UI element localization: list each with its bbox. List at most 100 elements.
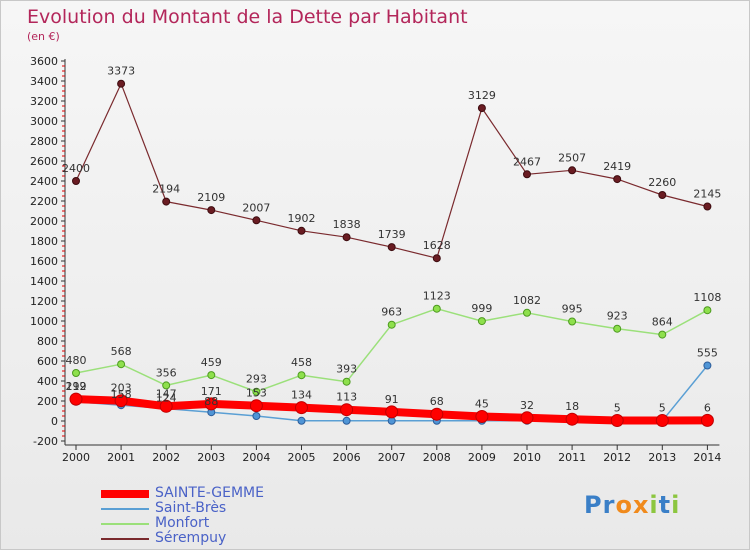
x-tick-label: 2003	[197, 451, 225, 464]
x-tick-label: 2012	[603, 451, 631, 464]
data-label-monfort: 458	[291, 356, 312, 369]
data-point-sainte-gemme	[475, 410, 489, 423]
legend-item-serempuy: Sérempuy	[101, 531, 264, 546]
legend-label: SAINTE-GEMME	[155, 485, 264, 501]
y-tick-label: 1600	[30, 255, 58, 268]
data-label-monfort: 1108	[693, 291, 721, 304]
data-point-serempuy	[568, 166, 577, 175]
data-point-serempuy	[477, 104, 486, 113]
data-point-sainte-gemme	[520, 411, 534, 425]
data-point-serempuy	[613, 175, 622, 184]
chart-subtitle: (en €)	[27, 30, 60, 43]
data-point-monfort	[703, 306, 712, 315]
data-point-sainte-gemme	[430, 407, 444, 421]
x-tick-label: 2011	[558, 451, 586, 464]
y-tick-label: 1800	[30, 235, 58, 248]
y-tick-label: 2600	[30, 155, 58, 168]
data-label-monfort: 393	[336, 363, 357, 376]
data-point-serempuy	[297, 226, 306, 235]
y-tick-label: 1400	[30, 275, 58, 288]
data-point-monfort	[523, 308, 531, 317]
data-label-serempuy: 2467	[513, 155, 541, 168]
data-label-monfort: 293	[246, 373, 267, 386]
data-label-saint-bres: 88	[204, 395, 218, 408]
data-label-serempuy: 3373	[107, 65, 135, 78]
data-point-sainte-gemme	[385, 405, 399, 419]
data-label-sainte-gemme: 171	[201, 385, 222, 398]
y-tick-label: 400	[37, 375, 58, 388]
data-label-serempuy: 1838	[333, 218, 361, 231]
x-tick-label: 2002	[152, 451, 180, 464]
data-point-sainte-gemme	[249, 399, 263, 413]
y-tick-label: 600	[37, 355, 58, 368]
data-point-monfort	[477, 317, 486, 326]
data-label-serempuy: 2400	[62, 162, 90, 175]
logo-letter: i	[649, 491, 659, 519]
data-point-serempuy	[207, 206, 216, 215]
x-tick-label: 2009	[468, 451, 496, 464]
data-point-sainte-gemme	[114, 394, 128, 408]
data-point-monfort	[387, 320, 396, 329]
data-point-serempuy	[342, 233, 351, 242]
data-label-monfort: 356	[156, 366, 177, 379]
y-tick-label: 2400	[30, 175, 58, 188]
data-label-monfort: 568	[111, 345, 132, 358]
data-point-monfort	[207, 371, 216, 380]
x-tick-label: 2006	[333, 451, 361, 464]
legend-swatch	[101, 489, 149, 498]
x-tick-label: 2005	[288, 451, 316, 464]
data-label-sainte-gemme: 5	[614, 402, 621, 415]
x-tick-label: 2004	[242, 451, 270, 464]
data-label-monfort: 963	[381, 306, 402, 319]
data-label-monfort: 1082	[513, 294, 541, 307]
data-point-serempuy	[162, 197, 171, 206]
data-label-serempuy: 2419	[603, 160, 631, 173]
x-tick-label: 2000	[62, 451, 90, 464]
data-label-monfort: 864	[652, 316, 673, 329]
y-tick-label: -200	[33, 435, 58, 448]
x-tick-label: 2010	[513, 451, 541, 464]
data-label-sainte-gemme: 153	[246, 387, 267, 400]
y-tick-label: 1000	[30, 315, 58, 328]
y-tick-label: 2800	[30, 135, 58, 148]
data-label-serempuy: 1902	[288, 212, 316, 225]
data-label-monfort: 999	[471, 302, 492, 315]
data-label-saint-bres: 555	[697, 347, 718, 360]
proxiti-logo: Proxiti	[584, 491, 680, 519]
logo-letter: x	[632, 491, 650, 519]
data-point-sainte-gemme	[565, 412, 579, 426]
data-point-serempuy	[117, 79, 126, 88]
data-label-monfort: 923	[607, 310, 628, 323]
y-tick-label: 3200	[30, 95, 58, 108]
logo-letter: P	[584, 491, 603, 519]
data-point-sainte-gemme	[340, 403, 354, 417]
x-tick-label: 2014	[693, 451, 721, 464]
data-point-monfort	[613, 324, 622, 333]
data-label-sainte-gemme: 219	[66, 380, 87, 393]
data-point-monfort	[162, 381, 171, 390]
legend-label: Sérempuy	[155, 530, 227, 546]
logo-letter: i	[671, 491, 681, 519]
data-point-serempuy	[72, 177, 80, 185]
data-label-sainte-gemme: 203	[111, 382, 132, 395]
data-point-serempuy	[252, 216, 261, 225]
data-label-sainte-gemme: 134	[291, 389, 312, 402]
data-label-serempuy: 2260	[648, 176, 676, 189]
data-point-monfort	[432, 304, 441, 313]
data-point-sainte-gemme	[655, 414, 669, 427]
x-tick-label: 2008	[423, 451, 451, 464]
data-label-monfort: 995	[562, 303, 583, 316]
data-label-serempuy: 1739	[378, 228, 406, 241]
legend-swatch	[101, 537, 149, 540]
y-tick-label: 800	[37, 335, 58, 348]
legend-item-monfort: Monfort	[101, 516, 264, 531]
data-point-monfort	[117, 360, 126, 369]
legend-swatch	[101, 507, 149, 510]
chart-title: Evolution du Montant de la Dette par Hab…	[27, 6, 468, 28]
x-tick-label: 2007	[378, 451, 406, 464]
y-tick-label: 0	[51, 415, 58, 428]
data-point-monfort	[72, 369, 80, 377]
data-label-saint-bres: 124	[156, 392, 177, 405]
legend-swatch	[101, 522, 149, 525]
